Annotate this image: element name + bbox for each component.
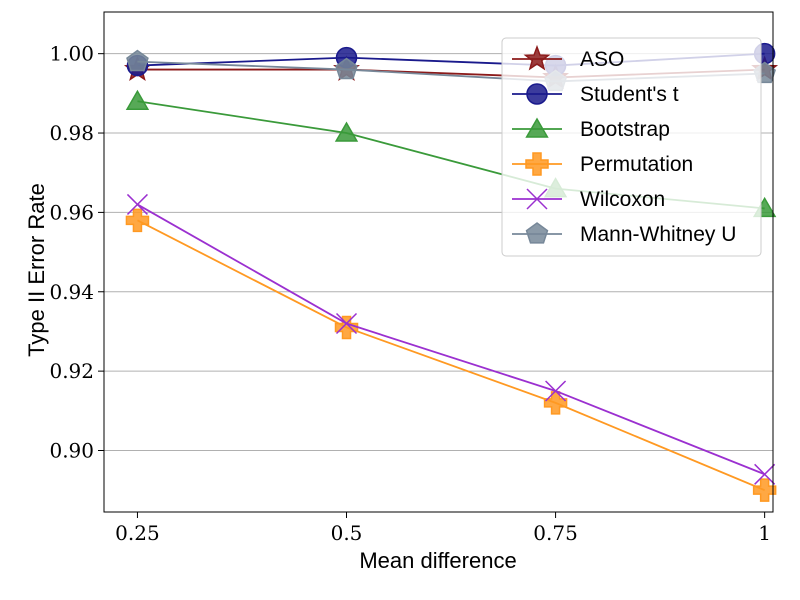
legend-item: Permutation <box>512 152 693 176</box>
legend-marker <box>525 117 549 138</box>
data-point-bootstrap <box>125 89 150 111</box>
legend-marker <box>526 83 548 105</box>
x-tick-label: 0.25 <box>115 521 160 545</box>
legend-marker <box>523 44 551 71</box>
y-tick-label: 1.00 <box>49 42 94 66</box>
data-point-bootstrap <box>334 121 359 142</box>
legend-marker <box>525 152 549 176</box>
legend-item: ASO <box>512 44 624 71</box>
legend-marker <box>525 222 549 244</box>
legend-label: ASO <box>580 48 624 71</box>
legend-item: Wilcoxon <box>512 188 665 211</box>
legend-label: Wilcoxon <box>580 188 665 211</box>
legend-item: Student's t <box>512 83 679 106</box>
legend-label: Mann-Whitney U <box>580 223 736 246</box>
series-line-permutation <box>137 219 765 492</box>
legend-item: Bootstrap <box>512 117 670 141</box>
data-point-mann-whitney-u <box>335 57 358 80</box>
series-wilcoxon <box>126 193 776 485</box>
y-tick-label: 0.90 <box>49 438 94 462</box>
axis-ticks: 0.90 0.92 0.94 0.96 0.98 1.00 0.25 0.5 0.75 1 <box>49 42 771 545</box>
data-point-permutation <box>334 315 359 340</box>
legend-label: Bootstrap <box>580 118 670 141</box>
series-permutation <box>125 208 777 502</box>
legend-label: Permutation <box>580 153 693 176</box>
x-tick-label: 0.75 <box>533 521 578 545</box>
y-tick-label: 0.92 <box>49 359 94 383</box>
y-tick-label: 0.98 <box>49 121 94 145</box>
x-axis-label: Mean difference <box>359 548 516 573</box>
y-axis-label: Type II Error Rate <box>24 183 49 357</box>
plot-frame <box>103 11 774 513</box>
y-tick-label: 0.94 <box>49 280 94 304</box>
x-tick-label: 0.5 <box>331 521 363 545</box>
data-point-wilcoxon <box>545 380 567 402</box>
data-point-permutation <box>752 478 777 502</box>
data-point-wilcoxon <box>754 463 776 485</box>
data-point-wilcoxon <box>126 193 148 215</box>
legend-item: Mann-Whitney U <box>512 222 736 246</box>
series-line-wilcoxon <box>137 203 765 476</box>
data-point-mann-whitney-u <box>126 49 149 72</box>
data-point-permutation <box>543 391 568 415</box>
y-tick-label: 0.96 <box>49 200 94 224</box>
legend: ASO Student's t Bootstrap Permutation Wilcox… <box>501 37 762 257</box>
x-tick-label: 1 <box>758 521 771 545</box>
data-point-permutation <box>125 208 150 233</box>
legend-label: Student's t <box>580 83 679 106</box>
legend-box <box>501 37 762 257</box>
legend-marker <box>526 188 548 210</box>
data-point-wilcoxon <box>335 312 358 335</box>
